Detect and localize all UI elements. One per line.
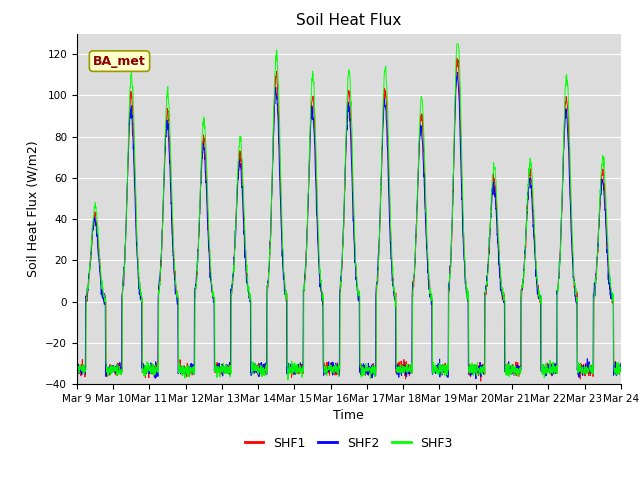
SHF1 (584, 370, 592, 375)
SHF3 (570, 253, 577, 259)
SHF1 (225, 369, 232, 374)
SHF2 (454, 70, 461, 75)
Line: SHF2: SHF2 (77, 72, 621, 379)
SHF3 (365, 368, 372, 374)
SHF3 (617, 368, 625, 374)
SHF1 (508, 367, 515, 373)
SHF3 (284, 377, 292, 383)
Line: SHF1: SHF1 (77, 59, 621, 381)
Line: SHF3: SHF3 (77, 44, 621, 380)
X-axis label: Time: Time (333, 409, 364, 422)
SHF1 (376, 215, 384, 220)
Title: Soil Heat Flux: Soil Heat Flux (296, 13, 401, 28)
SHF1 (365, 365, 372, 371)
SHF2 (508, 372, 515, 377)
SHF1 (477, 378, 484, 384)
SHF1 (570, 258, 577, 264)
SHF1 (617, 369, 625, 374)
SHF2 (617, 360, 625, 366)
SHF3 (508, 362, 515, 368)
SHF2 (584, 369, 592, 374)
SHF1 (453, 56, 461, 61)
SHF2 (225, 366, 232, 372)
Text: BA_met: BA_met (93, 55, 146, 68)
SHF1 (73, 367, 81, 373)
SHF3 (73, 363, 81, 369)
SHF3 (225, 365, 232, 371)
Y-axis label: Soil Heat Flux (W/m2): Soil Heat Flux (W/m2) (27, 141, 40, 277)
SHF2 (472, 376, 480, 382)
SHF2 (376, 209, 384, 215)
SHF3 (584, 368, 592, 374)
SHF3 (453, 41, 461, 47)
Legend: SHF1, SHF2, SHF3: SHF1, SHF2, SHF3 (239, 432, 458, 455)
SHF3 (376, 198, 384, 204)
SHF2 (365, 360, 372, 366)
SHF2 (570, 275, 577, 281)
SHF2 (73, 366, 81, 372)
